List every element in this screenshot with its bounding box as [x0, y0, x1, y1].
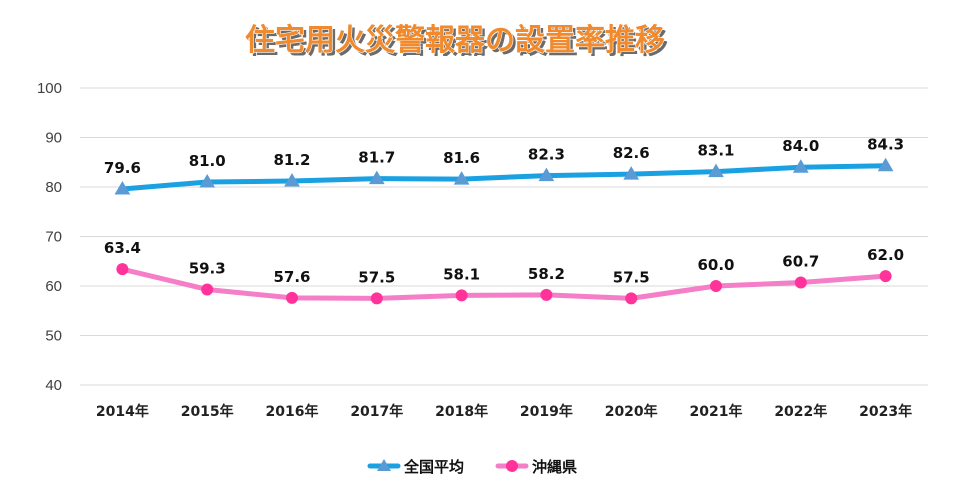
legend-marker-triangle — [377, 459, 391, 471]
data-point-circle — [625, 292, 638, 305]
data-point-circle — [879, 270, 892, 283]
data-point-circle — [710, 280, 722, 292]
x-tick-label: 2021年 — [690, 403, 743, 420]
data-label: 57.5 — [613, 268, 650, 286]
x-tick-label: 2022年 — [774, 403, 827, 420]
data-label: 81.0 — [189, 152, 226, 170]
y-axis-ticks: 100 90 80 70 60 50 40 — [37, 80, 62, 394]
data-point-triangle — [623, 166, 640, 180]
chart-title-shadow: 住宅用火災警報器の設置率推移 — [248, 26, 668, 61]
data-label: 58.1 — [443, 265, 480, 283]
gridlines — [80, 87, 928, 386]
data-point-triangle — [792, 159, 809, 173]
data-point-triangle — [538, 167, 555, 182]
data-label: 81.2 — [273, 151, 310, 169]
legend-marker-circle — [506, 460, 518, 472]
data-label: 58.2 — [528, 265, 565, 283]
x-tick-label: 2020年 — [605, 403, 658, 420]
data-point-triangle — [114, 180, 131, 195]
data-point-circle — [540, 288, 553, 301]
x-tick-label: 2014年 — [96, 403, 149, 420]
chart-title: 住宅用火災警報器の設置率推移 住宅用火災警報器の設置率推移 — [244, 22, 668, 61]
data-label: 82.6 — [613, 144, 650, 162]
y-tick-label: 50 — [45, 328, 62, 345]
data-label: 57.6 — [273, 268, 310, 286]
data-label: 84.3 — [867, 136, 904, 154]
x-tick-label: 2016年 — [266, 403, 319, 420]
x-tick-label: 2018年 — [435, 403, 488, 420]
data-label: 62.0 — [867, 246, 904, 264]
y-tick-label: 60 — [45, 278, 62, 295]
series-line — [119, 163, 889, 192]
data-labels: 79.6 81.0 81.2 81.7 81.6 82.3 82.6 83.1 84.0 84.3… — [104, 136, 904, 287]
data-point-circle — [201, 283, 214, 296]
data-label: 83.1 — [697, 142, 734, 160]
legend: 全国平均 沖縄県 — [367, 458, 577, 476]
chart-title-text: 住宅用火災警報器の設置率推移 — [245, 23, 665, 58]
data-point-triangle — [877, 157, 894, 172]
x-tick-label: 2019年 — [520, 403, 573, 420]
data-point-circle — [286, 291, 298, 304]
data-point-triangle — [368, 170, 385, 185]
y-tick-label: 40 — [45, 377, 62, 394]
data-label: 60.0 — [697, 256, 734, 274]
x-tick-label: 2017年 — [350, 403, 403, 420]
data-point-triangle — [199, 174, 216, 188]
data-point-circle — [116, 263, 129, 276]
data-point-circle — [370, 292, 383, 305]
data-label: 81.7 — [358, 149, 395, 167]
legend-label: 沖縄県 — [532, 458, 577, 476]
data-point-triangle — [708, 163, 724, 178]
data-point-circle — [455, 289, 468, 302]
series — [114, 157, 894, 305]
data-label: 63.4 — [104, 239, 141, 257]
x-tick-label: 2023年 — [859, 403, 912, 420]
data-label: 57.5 — [358, 268, 395, 286]
data-label: 60.7 — [782, 253, 819, 271]
legend-label: 全国平均 — [403, 458, 464, 476]
series-line — [119, 266, 889, 301]
data-label: 84.0 — [782, 137, 819, 155]
data-point-triangle — [453, 171, 470, 185]
x-tick-label: 2015年 — [181, 403, 234, 420]
data-label: 59.3 — [189, 259, 226, 277]
data-label: 79.6 — [104, 159, 141, 177]
y-tick-label: 70 — [45, 229, 62, 246]
x-axis-ticks: 2014年 2015年 2016年 2017年 2018年 2019年 2020年 2021年… — [96, 403, 912, 420]
y-tick-label: 100 — [37, 80, 62, 97]
data-point-triangle — [284, 173, 300, 187]
y-tick-label: 80 — [45, 179, 62, 196]
data-label: 81.6 — [443, 149, 480, 167]
data-label: 82.3 — [528, 146, 565, 164]
data-point-circle — [794, 276, 807, 289]
y-tick-label: 90 — [45, 130, 62, 147]
